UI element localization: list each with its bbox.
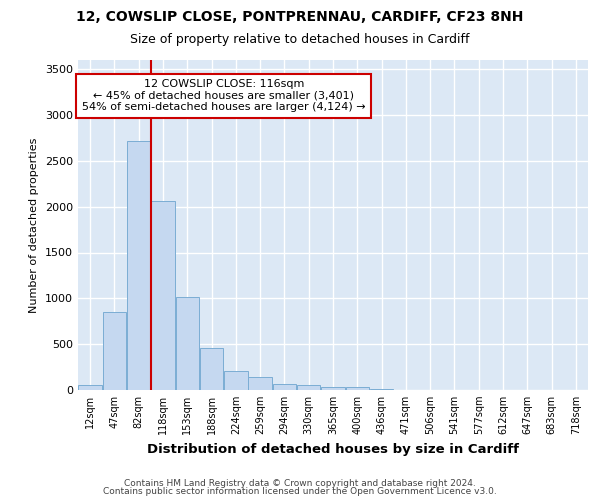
Bar (127, 140, 151, 390)
Bar (346, 387, 369, 390)
Text: 12 COWSLIP CLOSE: 116sqm
← 45% of detached houses are smaller (3,401)
54% of sem: 12 COWSLIP CLOSE: 116sqm ← 45% of detach… (82, 79, 365, 112)
Bar (224, 371, 248, 390)
Bar (151, 201, 175, 390)
Text: Contains public sector information licensed under the Open Government Licence v3: Contains public sector information licen… (103, 487, 497, 496)
Bar (176, 298, 199, 390)
Text: 12, COWSLIP CLOSE, PONTPRENNAU, CARDIFF, CF23 8NH: 12, COWSLIP CLOSE, PONTPRENNAU, CARDIFF,… (76, 10, 524, 24)
Text: Size of property relative to detached houses in Cardiff: Size of property relative to detached ho… (130, 32, 470, 46)
Bar (103, 312, 126, 390)
Bar (79, 384, 102, 390)
Y-axis label: Number of detached properties: Number of detached properties (29, 138, 40, 312)
X-axis label: Distribution of detached houses by size in Cardiff: Distribution of detached houses by size … (147, 442, 519, 456)
Text: Contains HM Land Registry data © Crown copyright and database right 2024.: Contains HM Land Registry data © Crown c… (124, 478, 476, 488)
Bar (321, 387, 345, 390)
Bar (297, 385, 320, 390)
Bar (248, 376, 272, 390)
Bar (370, 388, 394, 390)
Bar (200, 348, 223, 390)
Bar (272, 384, 296, 390)
